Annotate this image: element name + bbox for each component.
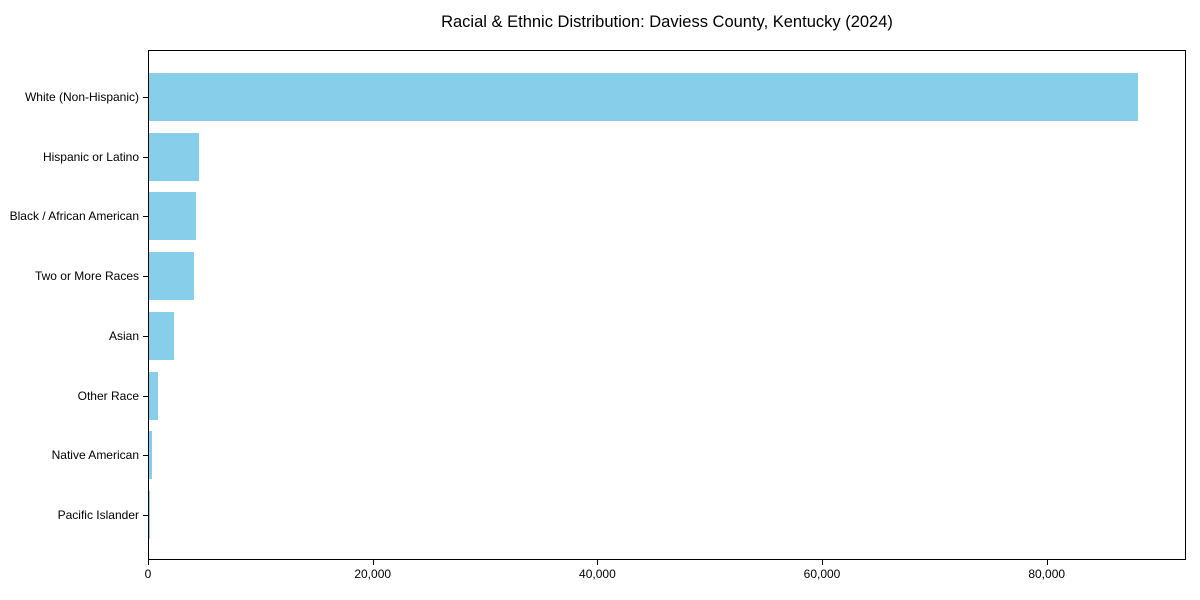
y-tick-mark	[143, 395, 148, 397]
y-tick-label: Pacific Islander	[57, 507, 139, 522]
bar	[149, 192, 197, 241]
y-tick-label: Hispanic or Latino	[42, 149, 139, 164]
x-tick-label: 40,000	[579, 567, 616, 581]
y-tick-mark	[143, 97, 148, 98]
x-tick-mark	[148, 560, 149, 565]
x-tick-mark	[1046, 560, 1048, 565]
y-tick-mark	[143, 514, 148, 516]
chart-title: Racial & Ethnic Distribution: Daviess Co…	[441, 13, 893, 31]
y-tick-label: Other Race	[77, 388, 139, 403]
bar	[149, 252, 194, 301]
bar	[149, 311, 174, 360]
bar	[149, 490, 150, 539]
bar	[149, 132, 199, 181]
bar	[149, 431, 152, 480]
y-tick-label: Native American	[51, 448, 139, 463]
x-tick-label: 20,000	[354, 567, 392, 581]
y-tick-mark	[143, 156, 148, 158]
x-tick-mark	[372, 560, 374, 565]
x-tick-label: 0	[144, 567, 152, 581]
x-tick-mark	[597, 560, 599, 565]
y-tick-label: White (Non-Hispanic)	[24, 90, 139, 104]
x-tick-label: 60,000	[803, 567, 841, 581]
bar	[149, 73, 1138, 121]
plot-area	[148, 50, 1186, 560]
y-tick-label: Black / African American	[9, 209, 139, 224]
y-tick-label: Two or More Races	[34, 269, 139, 284]
x-tick-mark	[822, 560, 823, 565]
y-tick-mark	[143, 455, 148, 457]
bar	[149, 371, 158, 420]
y-tick-mark	[143, 335, 148, 337]
y-tick-label: Asian	[108, 328, 139, 343]
y-tick-mark	[143, 216, 148, 218]
y-tick-mark	[143, 276, 148, 278]
x-tick-label: 80,000	[1028, 567, 1066, 581]
